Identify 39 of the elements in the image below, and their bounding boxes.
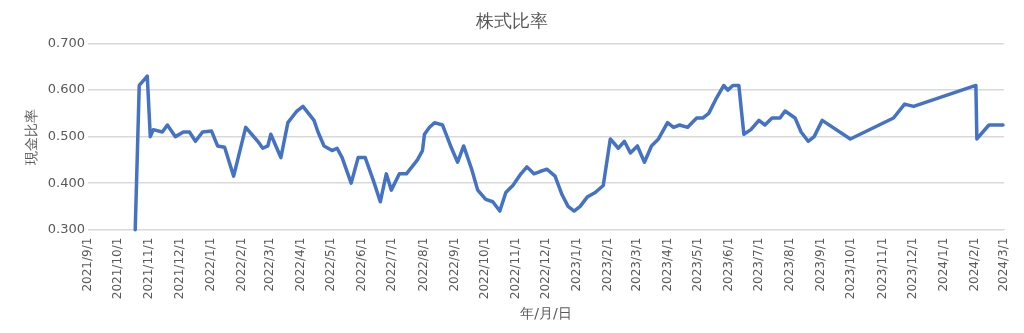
x-tick-label: 2022/4/1 <box>293 237 308 292</box>
x-tick-label: 2022/1/1 <box>202 237 217 292</box>
y-tick-label: 0.400 <box>47 174 86 190</box>
x-tick-label: 2022/7/1 <box>384 237 399 292</box>
x-tick-label: 2021/9/1 <box>80 237 95 292</box>
x-tick-label: 2022/11/1 <box>508 237 522 300</box>
x-tick-label: 2023/1/1 <box>569 237 584 292</box>
y-axis-title: 現金比率 <box>23 108 40 165</box>
x-tick-label: 2022/8/1 <box>415 237 430 292</box>
x-axis-title: 年/月/日 <box>520 305 572 322</box>
x-tick-label: 2022/2/1 <box>233 237 248 292</box>
y-tick-label: 0.700 <box>47 34 86 50</box>
x-tick-label: 2022/3/1 <box>261 237 276 292</box>
x-tick-label: 2023/3/1 <box>628 237 643 292</box>
x-tick-label: 2023/8/1 <box>782 237 797 292</box>
x-tick-label: 2023/10/1 <box>843 237 858 300</box>
x-tick-label: 2023/5/1 <box>689 237 704 292</box>
x-tick-label: 2022/10/1 <box>476 237 491 300</box>
x-tick-label: 2022/12/1 <box>538 237 553 300</box>
x-tick-label: 2021/12/1 <box>171 237 186 300</box>
chart-title: 株式比率 <box>475 10 548 32</box>
y-tick-label: 0.500 <box>47 128 86 144</box>
x-tick-label: 2022/6/1 <box>354 237 369 292</box>
x-tick-label: 2023/12/1 <box>904 237 919 300</box>
x-tick-label: 2023/2/1 <box>600 237 615 292</box>
x-tick-label: 2021/10/1 <box>110 237 125 300</box>
x-tick-label: 2024/3/1 <box>996 237 1011 292</box>
x-tick-label: 2024/2/1 <box>967 237 981 292</box>
x-tick-label: 2024/1/1 <box>935 237 950 292</box>
x-tick-label: 2022/9/1 <box>446 237 461 292</box>
x-tick-label: 2023/9/1 <box>813 237 828 292</box>
x-tick-label: 2023/7/1 <box>751 237 766 292</box>
x-tick-label: 2023/6/1 <box>720 237 735 292</box>
y-tick-label: 0.300 <box>47 221 86 237</box>
x-tick-label: 2023/4/1 <box>659 237 674 292</box>
x-tick-label: 2022/5/1 <box>323 237 338 292</box>
x-tick-label: 2021/11/1 <box>141 237 156 300</box>
x-tick-label: 2023/11/1 <box>874 237 889 300</box>
y-tick-label: 0.600 <box>47 81 86 97</box>
